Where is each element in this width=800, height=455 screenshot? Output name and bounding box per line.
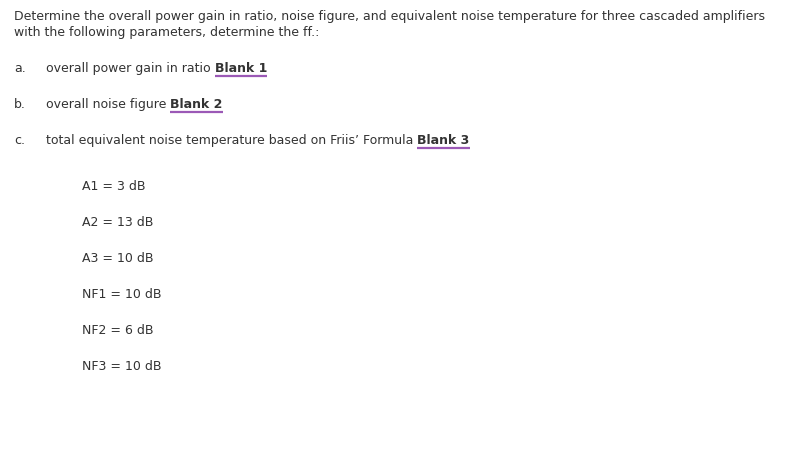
Text: a.: a. xyxy=(14,62,26,75)
Text: A2 = 13 dB: A2 = 13 dB xyxy=(82,216,154,228)
Text: A1 = 3 dB: A1 = 3 dB xyxy=(82,180,146,192)
Text: Blank 3: Blank 3 xyxy=(418,134,470,147)
Text: overall power gain in ratio: overall power gain in ratio xyxy=(46,62,214,75)
Text: with the following parameters, determine the ff.:: with the following parameters, determine… xyxy=(14,26,319,39)
Text: Blank 2: Blank 2 xyxy=(170,98,222,111)
Text: c.: c. xyxy=(14,134,25,147)
Text: NF3 = 10 dB: NF3 = 10 dB xyxy=(82,359,162,372)
Text: NF1 = 10 dB: NF1 = 10 dB xyxy=(82,288,162,300)
Text: overall noise figure: overall noise figure xyxy=(46,98,170,111)
Text: Determine the overall power gain in ratio, noise figure, and equivalent noise te: Determine the overall power gain in rati… xyxy=(14,10,765,23)
Text: NF2 = 6 dB: NF2 = 6 dB xyxy=(82,324,154,336)
Text: A3 = 10 dB: A3 = 10 dB xyxy=(82,252,154,264)
Text: total equivalent noise temperature based on Friis’ Formula: total equivalent noise temperature based… xyxy=(46,134,418,147)
Text: Blank 1: Blank 1 xyxy=(214,62,267,75)
Text: b.: b. xyxy=(14,98,26,111)
